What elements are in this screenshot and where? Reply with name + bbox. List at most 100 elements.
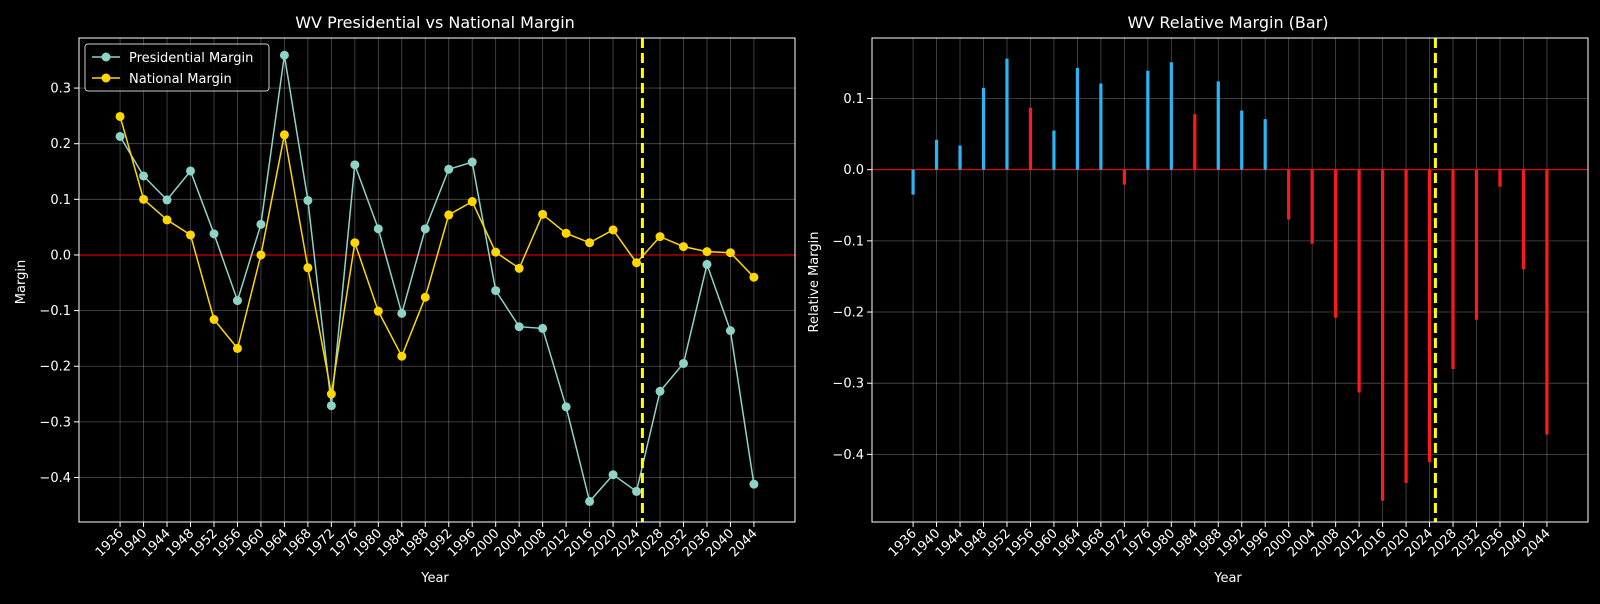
y-tick-label: −0.4 xyxy=(39,471,71,486)
data-point-national xyxy=(326,389,336,399)
data-point-presidential xyxy=(279,50,289,60)
legend-swatch-presidential-marker xyxy=(101,52,111,62)
data-point-national xyxy=(279,130,289,140)
data-point-national xyxy=(725,248,735,258)
data-point-presidential xyxy=(139,171,149,181)
y-tick-label: 0.2 xyxy=(50,137,71,152)
data-point-national xyxy=(632,258,642,268)
bar xyxy=(1404,169,1408,483)
bar xyxy=(1052,130,1056,170)
y-tick-label: −0.2 xyxy=(832,306,864,321)
bar xyxy=(1146,70,1150,170)
data-point-presidential xyxy=(326,401,336,411)
data-point-national xyxy=(139,194,149,204)
data-point-national xyxy=(655,232,665,242)
data-point-presidential xyxy=(514,322,524,332)
data-point-presidential xyxy=(209,229,219,239)
plot-frame xyxy=(78,37,796,523)
data-point-presidential xyxy=(232,296,242,306)
plot-marks xyxy=(115,50,759,506)
data-point-national xyxy=(303,263,313,273)
bar xyxy=(1521,169,1526,270)
data-point-presidential xyxy=(303,195,313,205)
data-point-presidential xyxy=(115,131,125,141)
data-point-presidential xyxy=(444,164,454,174)
series-line-presidential xyxy=(119,55,755,503)
y-tick-label: −0.4 xyxy=(832,448,864,463)
data-point-presidential xyxy=(186,166,196,176)
bar xyxy=(1122,169,1126,185)
data-point-national xyxy=(585,238,595,248)
bar xyxy=(1005,58,1009,170)
data-point-presidential xyxy=(608,470,618,480)
bar xyxy=(1380,169,1385,501)
bar xyxy=(1240,110,1244,170)
data-point-presidential xyxy=(350,160,360,170)
data-point-national xyxy=(397,351,407,361)
y-tick-label: −0.3 xyxy=(832,377,864,392)
y-tick-label: 0.0 xyxy=(50,248,71,263)
y-ticks: −0.4 −0.3 −0.2 −0.1 0.0 0.1 0.2 0.3 xyxy=(39,82,79,486)
data-point-presidential xyxy=(397,308,407,318)
data-point-presidential xyxy=(420,224,430,234)
y-axis-label: Relative Margin xyxy=(807,232,822,333)
data-point-presidential xyxy=(702,259,712,269)
y-tick-label: 0.1 xyxy=(843,92,864,107)
bar xyxy=(1216,81,1220,170)
y-axis-label: Margin xyxy=(14,260,29,304)
y-tick-label: −0.2 xyxy=(39,360,71,375)
bar xyxy=(1099,83,1103,170)
data-point-national xyxy=(162,215,172,225)
data-point-presidential xyxy=(162,195,172,205)
legend: Presidential Margin National Margin xyxy=(84,43,270,92)
data-point-national xyxy=(420,292,430,302)
bar xyxy=(958,145,962,170)
series-line-national xyxy=(119,116,755,395)
bar xyxy=(1474,169,1479,320)
data-point-presidential xyxy=(373,224,383,234)
data-point-presidential xyxy=(256,219,266,229)
data-point-national xyxy=(467,197,477,207)
legend-swatch-national-marker xyxy=(101,73,111,83)
data-point-national xyxy=(491,247,501,257)
bar xyxy=(934,139,939,170)
y-tick-label: 0.1 xyxy=(50,193,71,208)
bar xyxy=(1028,107,1033,170)
bar xyxy=(1545,169,1549,435)
data-point-national xyxy=(350,238,360,248)
y-tick-label: −0.1 xyxy=(832,234,864,249)
data-point-national xyxy=(232,343,242,353)
plot-marks xyxy=(911,58,1549,501)
bar xyxy=(1451,169,1455,369)
data-point-national xyxy=(514,263,524,273)
data-point-presidential xyxy=(561,402,571,412)
data-point-national xyxy=(256,250,266,260)
data-point-presidential xyxy=(749,479,759,489)
x-axis-label: Year xyxy=(1213,571,1242,586)
data-point-presidential xyxy=(632,486,642,496)
bar xyxy=(981,87,986,170)
data-point-presidential xyxy=(491,286,501,296)
data-point-national xyxy=(373,306,383,316)
legend-label-national: National Margin xyxy=(129,72,232,87)
data-point-national xyxy=(538,209,548,219)
data-point-national xyxy=(678,242,688,252)
data-point-presidential xyxy=(678,358,688,368)
data-point-national xyxy=(702,247,712,257)
bar xyxy=(1075,67,1080,170)
plot-frame xyxy=(871,37,1589,523)
bar xyxy=(1287,169,1291,220)
data-point-presidential xyxy=(725,326,735,336)
data-point-national xyxy=(186,230,196,240)
y-tick-label: −0.3 xyxy=(39,415,71,430)
bar xyxy=(1357,169,1361,393)
chart-title: WV Relative Margin (Bar) xyxy=(1127,13,1328,32)
data-point-national xyxy=(608,225,618,235)
chart-presidential-vs-national: WV Presidential vs National Margin Year … xyxy=(14,13,796,586)
chart-title: WV Presidential vs National Margin xyxy=(295,13,575,32)
data-point-national xyxy=(209,314,219,324)
y-tick-label: 0.3 xyxy=(50,82,71,97)
bar xyxy=(1334,169,1338,318)
